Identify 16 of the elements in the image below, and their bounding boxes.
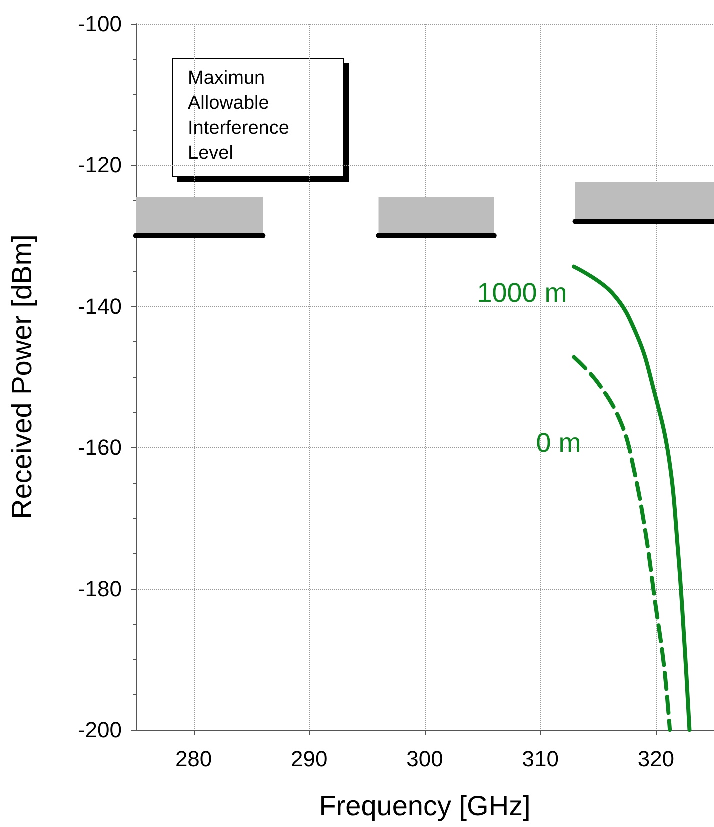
y-tick-label: -120 xyxy=(78,152,122,178)
x-tick-label: 320 xyxy=(638,746,675,772)
annotation: Maximun Allowable Interference Level xyxy=(188,68,290,164)
y-axis-title: Received Power [dBm] xyxy=(6,234,38,520)
y-tick-label: -100 xyxy=(78,12,122,36)
series-label: 0 m xyxy=(536,428,582,458)
y-tick-label: -140 xyxy=(78,294,122,319)
y-tick-label: -160 xyxy=(78,435,122,460)
x-tick-label: 300 xyxy=(406,746,444,772)
series-label: 1000 m xyxy=(477,278,568,308)
x-tick-label: 290 xyxy=(291,746,328,772)
x-tick-label: 280 xyxy=(175,746,212,772)
x-tick-label: 310 xyxy=(522,746,559,772)
y-tick-label: -180 xyxy=(78,576,122,602)
y-tick-label: -200 xyxy=(78,718,122,742)
x-axis-title: Frequency [GHz] xyxy=(319,790,531,822)
